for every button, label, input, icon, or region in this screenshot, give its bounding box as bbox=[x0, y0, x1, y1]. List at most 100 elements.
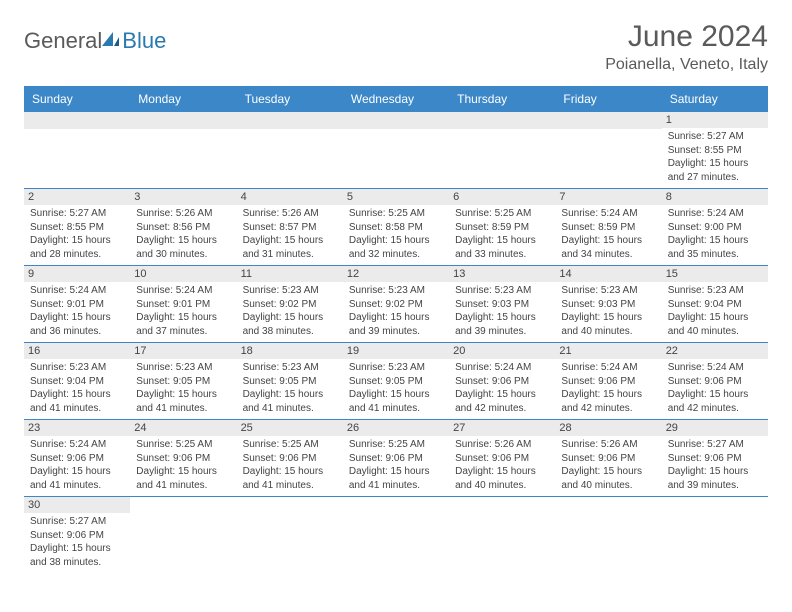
calendar-day-cell: 20Sunrise: 5:24 AMSunset: 9:06 PMDayligh… bbox=[449, 343, 555, 420]
day-header: Wednesday bbox=[343, 86, 449, 112]
day-header: Monday bbox=[130, 86, 236, 112]
day-number: 22 bbox=[662, 343, 768, 359]
calendar-table: SundayMondayTuesdayWednesdayThursdayFrid… bbox=[24, 86, 768, 573]
day-info: Sunrise: 5:23 AMSunset: 9:03 PMDaylight:… bbox=[561, 284, 655, 338]
day-header: Friday bbox=[555, 86, 661, 112]
calendar-day-cell: 12Sunrise: 5:23 AMSunset: 9:02 PMDayligh… bbox=[343, 266, 449, 343]
calendar-week: 9 Sunrise: 5:24 AMSunset: 9:01 PMDaylight… bbox=[24, 266, 768, 343]
day-number: 8 bbox=[662, 189, 768, 205]
day-number: 7 bbox=[555, 189, 661, 205]
day-info: Sunrise: 5:24 AMSunset: 9:01 PMDaylight:… bbox=[136, 284, 230, 338]
day-info: Sunrise: 5:25 AMSunset: 9:06 PMDaylight:… bbox=[136, 438, 230, 492]
title-block: June 2024 Poianella, Veneto, Italy bbox=[605, 20, 768, 74]
calendar-day-cell: 1Sunrise: 5:27 AMSunset: 8:55 PMDaylight… bbox=[662, 112, 768, 189]
day-number: 9 bbox=[24, 266, 130, 282]
day-number: 12 bbox=[343, 266, 449, 282]
day-number: 24 bbox=[130, 420, 236, 436]
logo-text: GeneralBlue bbox=[24, 28, 166, 54]
day-info: Sunrise: 5:23 AMSunset: 9:03 PMDaylight:… bbox=[455, 284, 549, 338]
day-info: Sunrise: 5:23 AMSunset: 9:05 PMDaylight:… bbox=[136, 361, 230, 415]
calendar-day-cell: 9 Sunrise: 5:24 AMSunset: 9:01 PMDaylight… bbox=[24, 266, 130, 343]
calendar-day-cell: 7 Sunrise: 5:24 AMSunset: 8:59 PMDaylight… bbox=[555, 189, 661, 266]
day-number: 16 bbox=[24, 343, 130, 359]
day-number: 17 bbox=[130, 343, 236, 359]
calendar-day-cell bbox=[130, 112, 236, 189]
calendar-day-cell: 8 Sunrise: 5:24 AMSunset: 9:00 PMDaylight… bbox=[662, 189, 768, 266]
day-info: Sunrise: 5:23 AMSunset: 9:04 PMDaylight:… bbox=[30, 361, 124, 415]
day-info: Sunrise: 5:25 AMSunset: 8:59 PMDaylight:… bbox=[455, 207, 549, 261]
day-info: Sunrise: 5:26 AMSunset: 8:57 PMDaylight:… bbox=[243, 207, 337, 261]
day-number: 21 bbox=[555, 343, 661, 359]
calendar-day-cell: 24 Sunrise: 5:25 AMSunset: 9:06 PMDayligh… bbox=[130, 420, 236, 497]
calendar-day-cell: 3 Sunrise: 5:26 AMSunset: 8:56 PMDaylight… bbox=[130, 189, 236, 266]
day-info: Sunrise: 5:25 AMSunset: 9:06 PMDaylight:… bbox=[349, 438, 443, 492]
day-number-empty bbox=[343, 112, 449, 129]
calendar-day-cell: 10 Sunrise: 5:24 AMSunset: 9:01 PMDayligh… bbox=[130, 266, 236, 343]
day-info: Sunrise: 5:27 AMSunset: 8:55 PMDaylight:… bbox=[30, 207, 124, 261]
calendar-day-cell bbox=[555, 497, 661, 574]
page-title: June 2024 bbox=[605, 20, 768, 54]
day-info: Sunrise: 5:24 AMSunset: 9:01 PMDaylight:… bbox=[30, 284, 124, 338]
day-header: Tuesday bbox=[237, 86, 343, 112]
calendar-day-cell bbox=[449, 497, 555, 574]
calendar-body: 1 Sunrise: 5:27 AMSunset: 8:55 PMDaylight… bbox=[24, 112, 768, 573]
day-info: Sunrise: 5:23 AMSunset: 9:04 PMDaylight:… bbox=[668, 284, 762, 338]
day-number: 1 bbox=[662, 112, 768, 128]
day-number: 6 bbox=[449, 189, 555, 205]
day-info: Sunrise: 5:26 AMSunset: 8:56 PMDaylight:… bbox=[136, 207, 230, 261]
day-number: 29 bbox=[662, 420, 768, 436]
calendar-day-cell bbox=[130, 497, 236, 574]
day-header: Thursday bbox=[449, 86, 555, 112]
calendar-day-cell bbox=[237, 112, 343, 189]
day-info: Sunrise: 5:24 AMSunset: 9:00 PMDaylight:… bbox=[668, 207, 762, 261]
day-info: Sunrise: 5:24 AMSunset: 9:06 PMDaylight:… bbox=[668, 361, 762, 415]
day-number: 23 bbox=[24, 420, 130, 436]
calendar-week: 30 Sunrise: 5:27 AMSunset: 9:06 PMDayligh… bbox=[24, 497, 768, 574]
calendar-day-cell: 30 Sunrise: 5:27 AMSunset: 9:06 PMDayligh… bbox=[24, 497, 130, 574]
calendar-day-cell bbox=[237, 497, 343, 574]
logo: GeneralBlue bbox=[24, 28, 166, 54]
calendar-day-cell: 28Sunrise: 5:26 AMSunset: 9:06 PMDayligh… bbox=[555, 420, 661, 497]
day-info: Sunrise: 5:26 AMSunset: 9:06 PMDaylight:… bbox=[455, 438, 549, 492]
day-number: 20 bbox=[449, 343, 555, 359]
calendar-week: 23 Sunrise: 5:24 AMSunset: 9:06 PMDayligh… bbox=[24, 420, 768, 497]
page-subtitle: Poianella, Veneto, Italy bbox=[605, 56, 768, 74]
calendar-day-cell: 19Sunrise: 5:23 AMSunset: 9:05 PMDayligh… bbox=[343, 343, 449, 420]
day-info: Sunrise: 5:23 AMSunset: 9:05 PMDaylight:… bbox=[243, 361, 337, 415]
day-number: 30 bbox=[24, 497, 130, 513]
calendar-day-cell: 5 Sunrise: 5:25 AMSunset: 8:58 PMDaylight… bbox=[343, 189, 449, 266]
calendar-day-cell: 17 Sunrise: 5:23 AMSunset: 9:05 PMDayligh… bbox=[130, 343, 236, 420]
calendar-week: 16 Sunrise: 5:23 AMSunset: 9:04 PMDayligh… bbox=[24, 343, 768, 420]
calendar-week: 2 Sunrise: 5:27 AMSunset: 8:55 PMDaylight… bbox=[24, 189, 768, 266]
day-number: 2 bbox=[24, 189, 130, 205]
calendar-day-cell: 2 Sunrise: 5:27 AMSunset: 8:55 PMDaylight… bbox=[24, 189, 130, 266]
day-number: 18 bbox=[237, 343, 343, 359]
day-number: 14 bbox=[555, 266, 661, 282]
day-number-empty bbox=[555, 112, 661, 129]
day-info: Sunrise: 5:24 AMSunset: 8:59 PMDaylight:… bbox=[561, 207, 655, 261]
day-number: 4 bbox=[237, 189, 343, 205]
calendar-day-cell: 4 Sunrise: 5:26 AMSunset: 8:57 PMDaylight… bbox=[237, 189, 343, 266]
day-info: Sunrise: 5:27 AMSunset: 9:06 PMDaylight:… bbox=[30, 515, 124, 569]
calendar-day-cell bbox=[343, 497, 449, 574]
calendar-day-cell bbox=[24, 112, 130, 189]
logo-sail-icon bbox=[100, 28, 120, 54]
calendar-day-cell bbox=[449, 112, 555, 189]
calendar-day-cell: 25Sunrise: 5:25 AMSunset: 9:06 PMDayligh… bbox=[237, 420, 343, 497]
day-info: Sunrise: 5:25 AMSunset: 8:58 PMDaylight:… bbox=[349, 207, 443, 261]
day-number: 15 bbox=[662, 266, 768, 282]
calendar-day-cell: 16 Sunrise: 5:23 AMSunset: 9:04 PMDayligh… bbox=[24, 343, 130, 420]
day-number: 11 bbox=[237, 266, 343, 282]
calendar-day-cell: 23 Sunrise: 5:24 AMSunset: 9:06 PMDayligh… bbox=[24, 420, 130, 497]
day-number: 5 bbox=[343, 189, 449, 205]
day-number-empty bbox=[237, 112, 343, 129]
calendar-day-cell: 26Sunrise: 5:25 AMSunset: 9:06 PMDayligh… bbox=[343, 420, 449, 497]
day-info: Sunrise: 5:26 AMSunset: 9:06 PMDaylight:… bbox=[561, 438, 655, 492]
calendar-day-cell: 29Sunrise: 5:27 AMSunset: 9:06 PMDayligh… bbox=[662, 420, 768, 497]
day-number: 3 bbox=[130, 189, 236, 205]
day-info: Sunrise: 5:24 AMSunset: 9:06 PMDaylight:… bbox=[30, 438, 124, 492]
day-info: Sunrise: 5:23 AMSunset: 9:05 PMDaylight:… bbox=[349, 361, 443, 415]
day-number-empty bbox=[449, 112, 555, 129]
logo-text-blue: Blue bbox=[122, 28, 166, 53]
day-number: 10 bbox=[130, 266, 236, 282]
